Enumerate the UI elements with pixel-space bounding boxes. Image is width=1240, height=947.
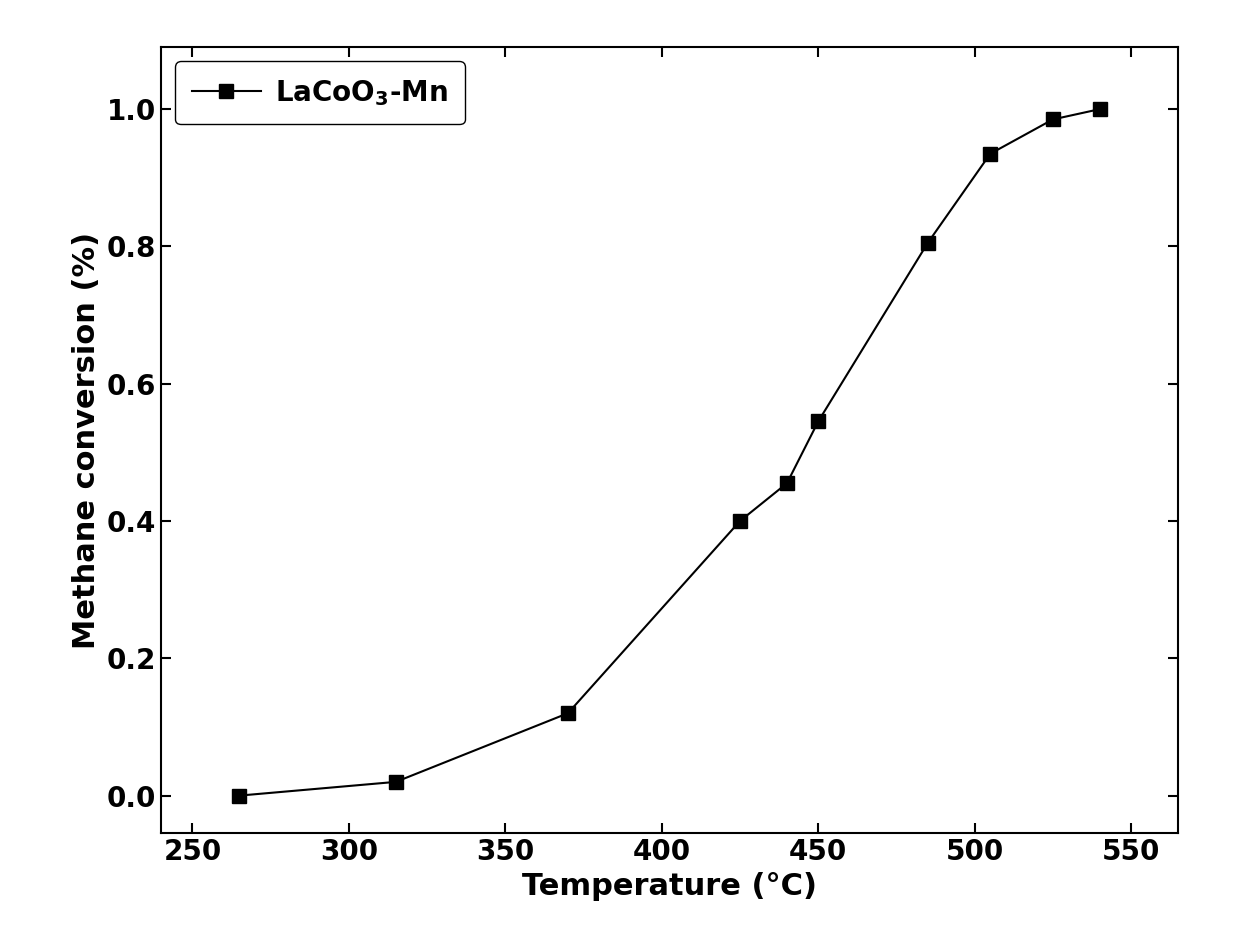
LaCoO$_3$-Mn	[388, 777, 403, 788]
Y-axis label: Methane conversion (%): Methane conversion (%)	[72, 232, 102, 649]
X-axis label: Temperature (°C): Temperature (°C)	[522, 872, 817, 901]
LaCoO$_3$-Mn	[232, 790, 247, 801]
Line: LaCoO$_3$-Mn: LaCoO$_3$-Mn	[232, 102, 1107, 802]
LaCoO$_3$-Mn	[920, 238, 935, 249]
LaCoO$_3$-Mn	[1092, 103, 1107, 115]
LaCoO$_3$-Mn	[733, 515, 748, 527]
LaCoO$_3$-Mn	[811, 416, 826, 427]
LaCoO$_3$-Mn	[983, 148, 998, 159]
LaCoO$_3$-Mn	[780, 477, 795, 489]
Legend: LaCoO$_3$-Mn: LaCoO$_3$-Mn	[175, 62, 465, 124]
LaCoO$_3$-Mn	[560, 707, 575, 719]
LaCoO$_3$-Mn	[1045, 114, 1060, 125]
